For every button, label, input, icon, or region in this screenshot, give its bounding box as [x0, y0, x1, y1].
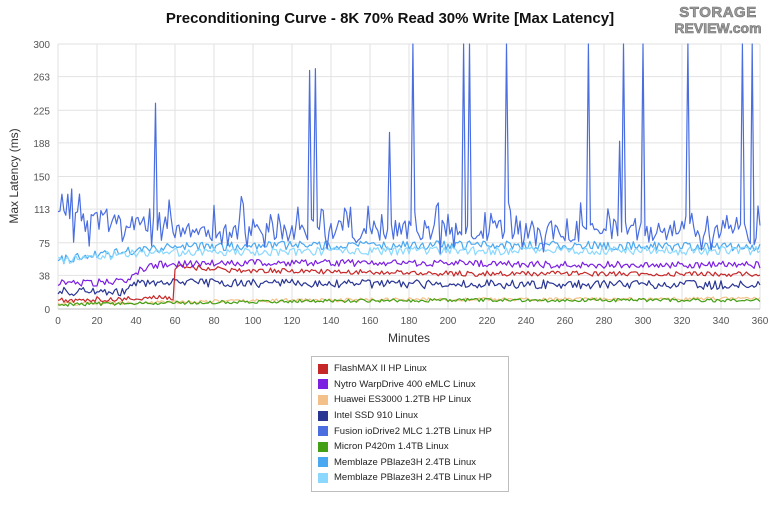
series-line-2 — [57, 296, 761, 306]
x-tick-label: 40 — [130, 316, 142, 327]
x-tick-label: 160 — [362, 316, 379, 327]
y-tick-label: 225 — [33, 106, 50, 117]
grid — [57, 43, 761, 310]
legend: FlashMAX II HP Linux Nytro WarpDrive 400 … — [311, 356, 509, 492]
y-tick-label: 300 — [33, 40, 50, 51]
series-line-7 — [57, 245, 761, 264]
legend-label: Memblaze PBlaze3H 2.4TB Linux HP — [334, 472, 492, 484]
legend-label: Micron P420m 1.4TB Linux — [334, 441, 449, 453]
legend-label: FlashMAX II HP Linux — [334, 363, 427, 375]
legend-label: Huawei ES3000 1.2TB HP Linux — [334, 394, 472, 406]
x-tick-label: 0 — [55, 316, 61, 327]
legend-swatch — [318, 379, 328, 390]
legend-item[interactable]: Intel SSD 910 Linux — [318, 408, 502, 424]
series-line-4 — [57, 43, 761, 254]
legend-label: Intel SSD 910 Linux — [334, 410, 418, 422]
y-tick-label: 188 — [33, 139, 50, 150]
storagereview-logo: STORAGE REVIEW.com — [674, 4, 762, 37]
logo-line1: STORAGE — [679, 4, 756, 21]
x-tick-label: 260 — [557, 316, 574, 327]
y-tick-label: 38 — [39, 271, 51, 282]
legend-label: Nytro WarpDrive 400 eMLC Linux — [334, 378, 476, 390]
series-line-1 — [57, 259, 761, 287]
x-tick-label: 240 — [518, 316, 535, 327]
legend-swatch — [318, 394, 328, 405]
x-tick-label: 140 — [323, 316, 340, 327]
legend-item[interactable]: FlashMAX II HP Linux — [318, 361, 502, 377]
legend-label: Fusion ioDrive2 MLC 1.2TB Linux HP — [334, 425, 492, 437]
legend-item[interactable]: Huawei ES3000 1.2TB HP Linux — [318, 392, 502, 408]
series-layer — [57, 43, 761, 307]
x-tick-label: 320 — [674, 316, 691, 327]
x-tick-label: 120 — [284, 316, 301, 327]
chart-title: Preconditioning Curve - 8K 70% Read 30% … — [165, 10, 615, 27]
series-line-5 — [57, 297, 761, 307]
legend-swatch — [318, 441, 328, 452]
x-tick-label: 300 — [635, 316, 652, 327]
series-line-0 — [57, 263, 761, 303]
y-tick-label: 113 — [34, 205, 50, 216]
y-tick-label: 263 — [33, 73, 50, 84]
y-tick-label: 150 — [33, 173, 50, 184]
legend-swatch — [318, 410, 328, 421]
legend-item[interactable]: Memblaze PBlaze3H 2.4TB Linux HP — [318, 470, 502, 486]
y-axis-label: Max Latency (ms) — [7, 128, 21, 223]
x-tick-label: 80 — [208, 316, 220, 327]
x-axis-label: Minutes — [388, 331, 430, 345]
y-tick-label: 0 — [44, 305, 50, 316]
legend-label: Memblaze PBlaze3H 2.4TB Linux — [334, 456, 477, 468]
x-tick-label: 100 — [245, 316, 262, 327]
series-line-3 — [57, 278, 761, 297]
axes: 0 38 75 113 150 188 225 263 300 0 20 40 60 80 100 120 14… — [33, 40, 768, 327]
x-tick-label: 60 — [169, 316, 181, 327]
x-tick-label: 340 — [713, 316, 730, 327]
x-tick-label: 280 — [596, 316, 613, 327]
x-tick-label: 20 — [91, 316, 103, 327]
x-tick-label: 220 — [479, 316, 496, 327]
legend-item[interactable]: Fusion ioDrive2 MLC 1.2TB Linux HP — [318, 423, 502, 439]
legend-item[interactable]: Nytro WarpDrive 400 eMLC Linux — [318, 377, 502, 393]
legend-swatch — [318, 363, 328, 374]
legend-swatch — [318, 457, 328, 468]
x-tick-label: 200 — [440, 316, 457, 327]
y-tick-label: 75 — [39, 239, 51, 250]
x-tick-label: 180 — [401, 316, 418, 327]
legend-item[interactable]: Memblaze PBlaze3H 2.4TB Linux — [318, 455, 502, 471]
x-tick-label: 360 — [752, 316, 769, 327]
logo-line2: REVIEW.com — [674, 20, 761, 36]
legend-item[interactable]: Micron P420m 1.4TB Linux — [318, 439, 502, 455]
series-line-6 — [57, 240, 761, 265]
legend-swatch — [318, 426, 328, 437]
legend-swatch — [318, 472, 328, 483]
